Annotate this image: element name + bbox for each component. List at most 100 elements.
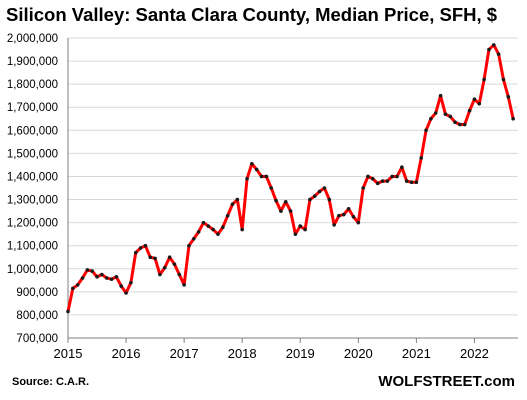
data-point xyxy=(75,283,80,287)
y-tick-label: 1,000,000 xyxy=(7,264,58,276)
data-point xyxy=(211,227,215,232)
data-point xyxy=(322,186,327,190)
y-tick-label: 2,000,000 xyxy=(7,33,58,45)
x-axis-ticks: 2015 2016 2017 2018 2019 2020 2021 2022 xyxy=(54,338,489,361)
x-tick-label: 2016 xyxy=(112,346,141,361)
data-point xyxy=(240,227,244,232)
data-point xyxy=(356,220,361,225)
data-point xyxy=(448,114,453,119)
data-point xyxy=(337,213,341,218)
data-point xyxy=(511,116,515,121)
data-point xyxy=(85,268,90,272)
data-point xyxy=(245,176,249,181)
y-tick-label: 800,000 xyxy=(16,310,58,322)
data-point xyxy=(404,179,409,183)
data-point xyxy=(269,186,274,190)
data-point xyxy=(264,174,269,179)
data-point xyxy=(477,101,482,106)
data-point xyxy=(453,120,457,125)
data-point xyxy=(143,243,148,248)
x-tick-label: 2020 xyxy=(344,346,373,361)
data-point xyxy=(196,230,201,234)
data-point xyxy=(506,95,511,99)
data-point xyxy=(482,77,486,82)
data-point xyxy=(109,277,114,281)
data-point xyxy=(395,174,399,179)
data-point xyxy=(496,52,501,56)
data-point xyxy=(158,272,162,277)
data-point xyxy=(371,176,375,181)
y-tick-label: 1,900,000 xyxy=(7,56,58,68)
data-point xyxy=(283,200,288,204)
data-point xyxy=(104,276,109,280)
data-point xyxy=(312,194,317,198)
data-point xyxy=(80,276,85,280)
data-point xyxy=(424,128,428,133)
y-tick-label: 1,600,000 xyxy=(7,125,58,137)
y-tick-label: 1,800,000 xyxy=(7,79,58,91)
series-line xyxy=(66,43,515,313)
data-point xyxy=(487,47,491,52)
data-point xyxy=(114,275,119,279)
data-point xyxy=(206,224,211,228)
data-point xyxy=(66,309,70,314)
data-point xyxy=(288,209,293,213)
x-tick-label: 2015 xyxy=(54,346,83,361)
data-point xyxy=(491,43,496,47)
data-point xyxy=(235,197,240,202)
x-tick-label: 2017 xyxy=(170,346,199,361)
data-point xyxy=(279,209,283,213)
data-point xyxy=(458,122,462,127)
source-note: Source: C.A.R. xyxy=(12,376,90,388)
brand-watermark: WOLFSTREET.com xyxy=(378,373,515,390)
data-point xyxy=(443,112,448,116)
data-point xyxy=(95,275,99,279)
data-point xyxy=(254,167,259,172)
data-point xyxy=(119,284,124,288)
data-point xyxy=(225,213,230,218)
data-point xyxy=(317,189,322,194)
data-point xyxy=(385,179,390,183)
data-point xyxy=(419,156,424,160)
data-point xyxy=(274,198,278,203)
data-point xyxy=(438,93,443,98)
data-point xyxy=(129,280,133,285)
data-point xyxy=(303,227,307,232)
x-tick-label: 2022 xyxy=(460,346,489,361)
data-point xyxy=(351,215,356,219)
data-point xyxy=(366,174,370,179)
x-tick-label: 2019 xyxy=(286,346,315,361)
data-point xyxy=(433,111,438,115)
series-layer xyxy=(66,43,515,314)
y-axis-ticks: 700,000 800,000 900,000 1,000,000 1,100,000 1… xyxy=(7,33,58,345)
data-point xyxy=(100,272,104,277)
data-point xyxy=(221,225,225,230)
x-tick-label: 2018 xyxy=(228,346,257,361)
data-point xyxy=(293,232,298,236)
data-point xyxy=(298,224,303,228)
data-point xyxy=(414,180,419,185)
data-point xyxy=(230,202,235,206)
data-point xyxy=(167,255,172,260)
gridlines xyxy=(68,37,518,316)
data-point xyxy=(409,180,414,185)
data-point xyxy=(201,220,206,225)
data-point xyxy=(138,246,143,250)
data-point xyxy=(501,77,506,82)
data-point xyxy=(182,283,186,287)
data-point xyxy=(187,243,191,248)
y-tick-label: 1,400,000 xyxy=(7,171,58,183)
data-point xyxy=(429,116,433,121)
x-tick-label: 2021 xyxy=(402,346,431,361)
data-point xyxy=(124,291,128,295)
y-tick-label: 1,100,000 xyxy=(7,241,58,253)
y-tick-label: 1,700,000 xyxy=(7,102,58,114)
data-point xyxy=(192,236,196,241)
data-point xyxy=(467,108,472,113)
data-point xyxy=(90,269,94,273)
data-point xyxy=(71,286,75,291)
data-point xyxy=(308,197,312,202)
axes xyxy=(67,38,518,339)
data-point xyxy=(346,206,351,211)
